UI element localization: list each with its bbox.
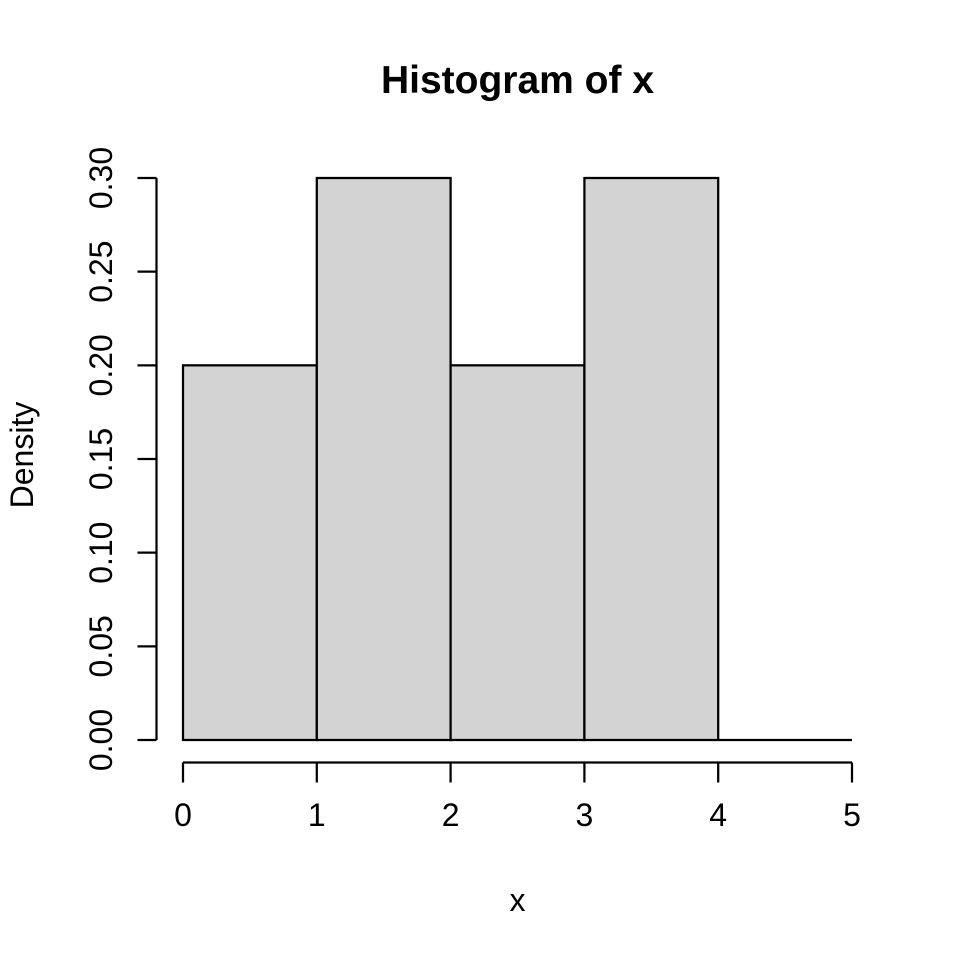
x-axis: 0 1 2 3 4 5	[174, 761, 861, 833]
x-axis-tick-label: 5	[843, 797, 861, 833]
histogram-bar	[449, 364, 586, 742]
y-axis-tick-label: 0.05	[83, 615, 119, 677]
x-axis-tick-label: 0	[174, 797, 192, 833]
y-axis-tick-label: 0.25	[83, 241, 119, 303]
y-axis: 0.00 0.05 0.10 0.15 0.20 0.25 0.30	[83, 147, 158, 771]
y-axis-tick-label: 0.00	[83, 709, 119, 771]
x-axis-tick-label: 1	[308, 797, 326, 833]
y-axis-tick-label: 0.30	[83, 147, 119, 209]
x-axis-tick-label: 2	[442, 797, 460, 833]
histogram-bar	[583, 176, 720, 742]
y-axis-label: Density	[4, 402, 40, 509]
x-axis-tick-label: 4	[709, 797, 727, 833]
y-axis-tick-label: 0.10	[83, 522, 119, 584]
y-axis-tick-label: 0.15	[83, 428, 119, 490]
histogram-bar	[315, 176, 452, 742]
chart-title: Histogram of x	[381, 59, 654, 102]
histogram-bar	[181, 364, 318, 742]
x-axis-label: x	[510, 882, 526, 918]
histogram-bars	[181, 176, 852, 742]
y-axis-tick-label: 0.20	[83, 334, 119, 396]
x-axis-tick-label: 3	[576, 797, 594, 833]
